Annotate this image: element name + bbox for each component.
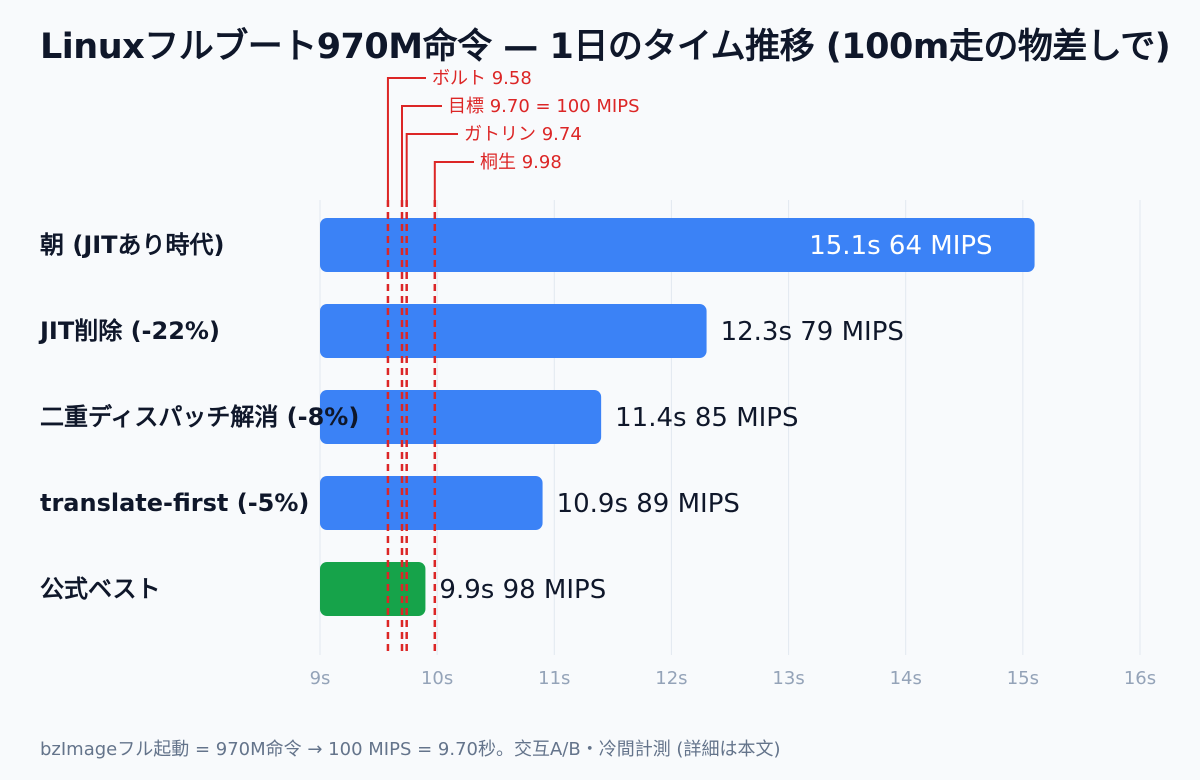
category-label: 二重ディスパッチ解消 (-8%) [40, 403, 359, 431]
bars [320, 218, 1035, 616]
labels: 9s 10s 11s 12s 13s 14s 15s 16s 朝 (JITあり時代) 15.1s … [38, 231, 1156, 689]
x-tick-label: 14s [890, 668, 922, 689]
x-tick-label: 10s [421, 668, 453, 689]
category-label: 朝 (JITあり時代) [40, 231, 225, 259]
category-label: translate-first (-5%) [40, 489, 309, 517]
bar [320, 562, 426, 616]
bar [320, 218, 1035, 272]
bar [320, 390, 602, 444]
value-label: 10.9s 89 MIPS [557, 489, 740, 519]
reference-label: ガトリン 9.74 [464, 124, 582, 145]
reference-leader [433, 161, 474, 200]
x-tick-label: 16s [1124, 668, 1156, 689]
value-label: 9.9s 98 MIPS [439, 575, 606, 605]
x-tick-label: 11s [538, 668, 570, 689]
reference-leader [405, 133, 458, 200]
bar [320, 304, 707, 358]
reference-leader [386, 77, 426, 200]
category-label: JIT削除 (-22%) [38, 317, 220, 345]
x-tick-label: 12s [655, 668, 687, 689]
reference-lines: ボルト 9.58 目標 9.70 = 100 MIPS ガトリン 9.74 桐生 9.… [386, 68, 640, 655]
x-tick-label: 9s [310, 668, 331, 689]
reference-label: 桐生 9.98 [480, 152, 562, 173]
value-label: 11.4s 85 MIPS [615, 403, 798, 433]
footnote: bzImageフル起動 = 970M命令 → 100 MIPS = 9.70秒。… [40, 739, 781, 760]
reference-label: ボルト 9.58 [432, 68, 532, 89]
reference-leader [401, 105, 442, 200]
chart-title: Linuxフルブート970M命令 — 1日のタイム推移 (100m走の物差しで) [40, 27, 1171, 67]
value-label: 12.3s 79 MIPS [721, 317, 904, 347]
bar [320, 476, 543, 530]
x-tick-label: 15s [1007, 668, 1039, 689]
reference-label: 目標 9.70 = 100 MIPS [448, 96, 640, 117]
value-label: 15.1s 64 MIPS [809, 231, 992, 261]
category-label: 公式ベスト [40, 575, 160, 603]
x-tick-label: 13s [772, 668, 804, 689]
